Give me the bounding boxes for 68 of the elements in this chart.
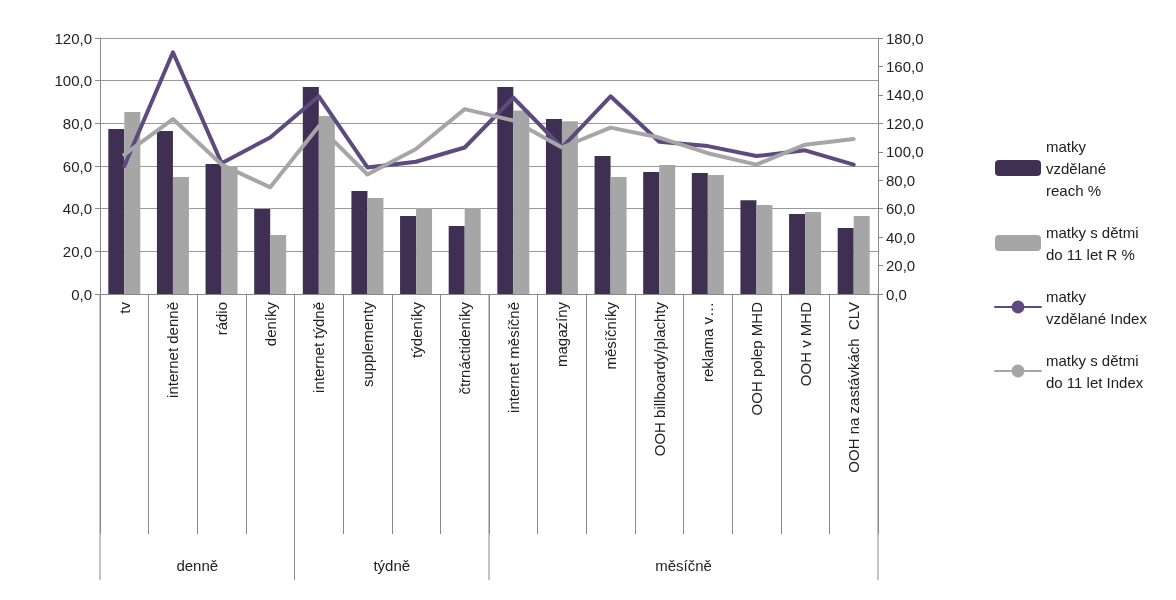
text: měsíčně [655,556,712,574]
y2-tick-label: 40,0 [886,228,916,246]
x-tick-label: tv [115,301,133,314]
bar [448,225,465,294]
y-tick-label: 20,0 [62,242,92,260]
bar [302,87,319,294]
line-series [122,50,856,170]
y-tick-label: 100,0 [54,72,92,90]
bar [351,190,368,294]
x-tick-label: deníky [261,301,279,347]
x-tick-label: internet denně [164,302,182,398]
x-tick-label: internet týdně [310,302,328,393]
bar [156,131,173,294]
bar [853,215,870,294]
bar [837,228,854,294]
x-tick-label: měsíčníky [602,301,620,370]
bar [659,164,676,294]
bar [691,173,708,294]
x-tick-label: týdeníky [407,301,425,358]
y2-tick-label: 160,0 [886,57,924,75]
bar [545,119,562,294]
text: týdně [373,556,411,574]
bar [108,129,125,294]
bar [367,198,384,294]
y2-tick-label: 0,0 [886,285,907,303]
x-tick-label: rádio [213,302,231,336]
y-tick-label: 60,0 [62,157,92,175]
x-tick-label: OOH v MHD [796,301,814,387]
x-tick-label: reklama v… [699,302,717,383]
x-tick-label: OOH polep MHD [747,301,765,416]
y2-tick-label: 140,0 [886,86,924,104]
bar [497,87,514,294]
legend-label: matky vzdělané reach % [1046,137,1111,199]
bar [805,212,822,294]
y-tick-label: 40,0 [62,200,92,218]
legend-label: matky s dětmi do 11 let R % [1046,223,1143,263]
y2-tick-label: 20,0 [886,257,916,275]
bar [707,174,724,294]
bar [270,234,287,294]
legend-label: matky vzdělané Index [1046,287,1148,327]
x-tick-label: čtrnáctideníky [456,301,474,395]
y-tick-label: 80,0 [62,114,92,132]
x-tick-label: magazíny [553,301,571,368]
bar [205,164,222,294]
bar [756,205,773,294]
bar [416,208,433,294]
y-tick-label: 0,0 [71,285,92,303]
y2-tick-label: 60,0 [886,200,916,218]
bar [789,214,806,294]
y2-tick-label: 100,0 [886,143,924,161]
bar [400,215,417,294]
bar [643,171,660,294]
x-tick-label: internet měsíčně [504,302,522,413]
bar [594,155,611,294]
y-tick-label: 120,0 [54,29,92,47]
text: denně [176,556,219,574]
y2-tick-label: 180,0 [886,29,924,47]
bar [610,177,627,294]
bar [172,177,189,294]
y2-tick-label: 120,0 [886,114,924,132]
x-tick-label: OOH na zastávkách CLV [845,302,863,473]
bar [464,208,481,294]
x-tick-label: OOH billboardy/plachty [650,301,668,457]
legend-label: matky s dětmi do 11 let Index [1046,351,1144,391]
y2-tick-label: 80,0 [886,171,916,189]
bar [740,200,757,294]
x-tick-label: supplementy [358,301,376,388]
bar [254,209,271,294]
